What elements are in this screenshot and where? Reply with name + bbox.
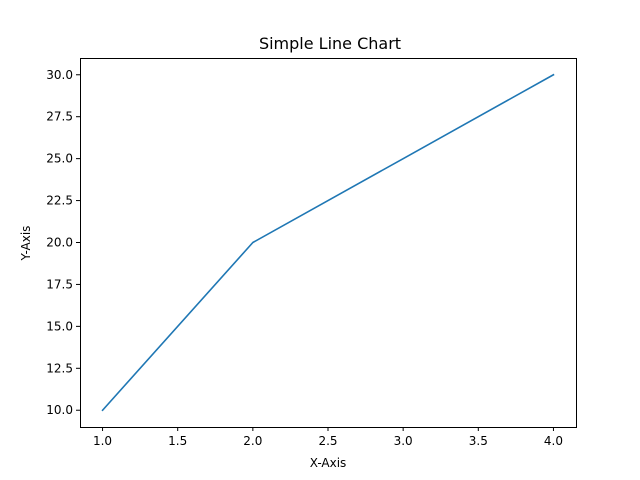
y-axis-ticks: 10.0 12.5 15.0 17.5 20.0 22.5 25.0 27.5 30.0 [46,68,80,417]
x-axis-label: X-Axis [310,456,347,470]
y-tick-label: 12.5 [46,361,73,375]
x-tick-label: 1.0 [93,434,112,448]
y-tick-label: 20.0 [46,236,73,250]
y-axis-label: Y-Axis [19,226,33,262]
axes-frame [80,58,577,428]
y-tick-label: 17.5 [46,277,73,291]
series-line-1 [101,73,555,412]
x-tick-label: 2.5 [318,434,337,448]
x-tick-label: 3.5 [469,434,488,448]
x-tick-label: 4.0 [544,434,563,448]
y-tick-label: 15.0 [46,319,73,333]
y-tick-label: 25.0 [46,152,73,166]
y-tick-label: 27.5 [46,110,73,124]
y-tick-label: 22.5 [46,194,73,208]
plot-area [101,73,555,412]
y-tick-label: 30.0 [46,68,73,82]
x-tick-label: 2.0 [243,434,262,448]
chart-title: Simple Line Chart [259,34,401,53]
y-tick-label: 10.0 [46,403,73,417]
x-axis-ticks: 1.0 1.5 2.0 2.5 3.0 3.5 4.0 [93,427,563,448]
x-tick-label: 3.0 [394,434,413,448]
x-tick-label: 1.5 [168,434,187,448]
